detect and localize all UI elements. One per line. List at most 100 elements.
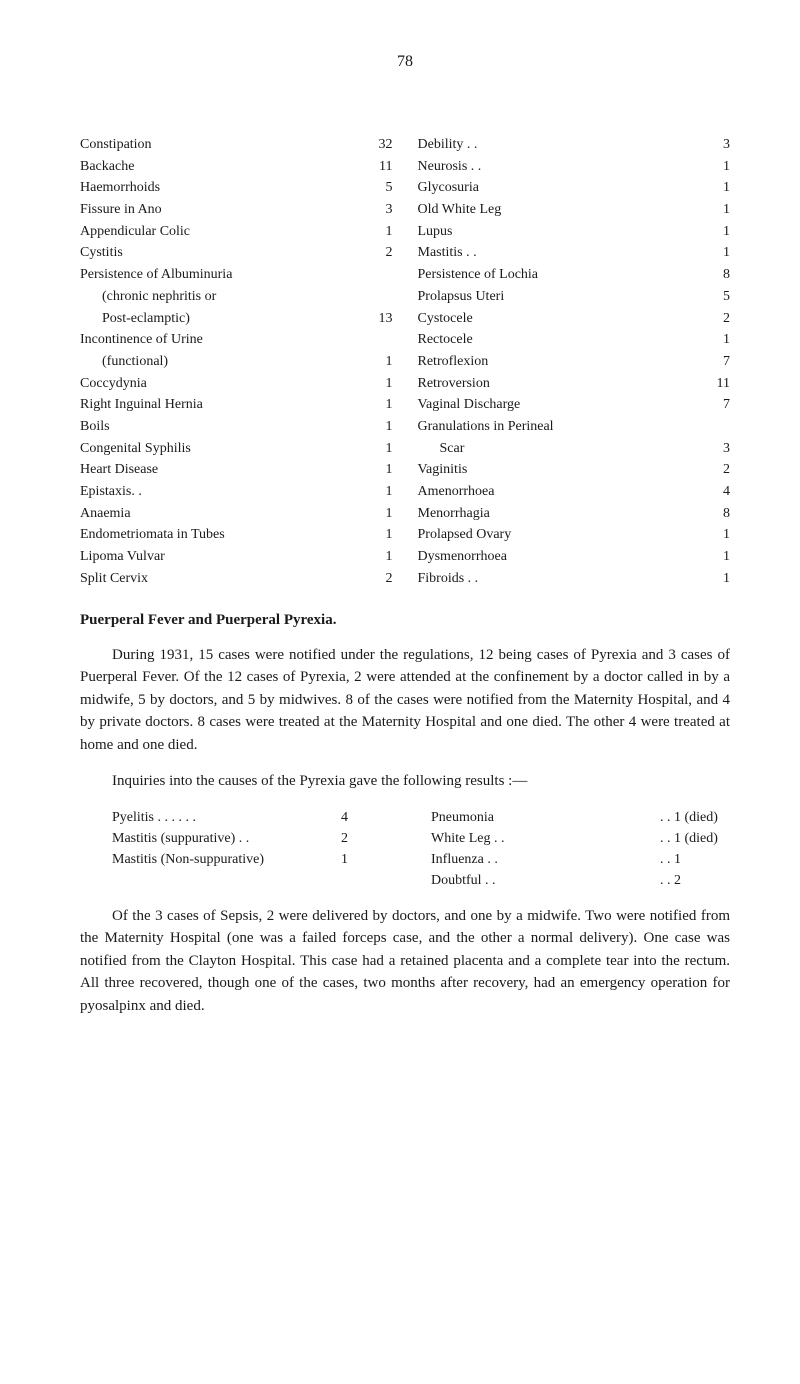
inquiry-item-value: . . 1 (died)	[660, 828, 730, 849]
inquiry-item-label: White Leg . .	[431, 828, 660, 849]
list-item: Cystocele2	[418, 308, 731, 330]
list-item: Endometriomata in Tubes1	[80, 524, 393, 546]
list-item-label: Vaginitis	[418, 459, 711, 481]
list-item: Amenorrhoea4	[418, 481, 731, 503]
list-item: Fibroids . .1	[418, 568, 731, 590]
list-item: Fissure in Ano3	[80, 199, 393, 221]
inquiry-item: Pyelitis . . . . . .4	[112, 807, 411, 828]
list-item-value: 1	[710, 199, 730, 221]
list-item-label: Prolapsus Uteri	[418, 286, 711, 308]
right-column: Debility . .3Neurosis . .1Glycosuria1Old…	[418, 134, 731, 589]
inquiry-item-label: Pyelitis . . . . . .	[112, 807, 341, 828]
list-item: Prolapsus Uteri5	[418, 286, 731, 308]
list-item: Heart Disease1	[80, 459, 393, 481]
list-item: Persistence of Lochia8	[418, 264, 731, 286]
list-item: Rectocele1	[418, 329, 731, 351]
list-item-label: (functional)	[80, 351, 373, 373]
list-item-value: 1	[710, 524, 730, 546]
list-item: Menorrhagia8	[418, 503, 731, 525]
list-item-label: Post-eclamptic)	[80, 308, 373, 330]
list-item-value: 1	[710, 242, 730, 264]
list-item-value: 1	[373, 503, 393, 525]
list-item: Scar3	[418, 438, 731, 460]
list-item-value: 1	[373, 416, 393, 438]
list-item-value: 32	[373, 134, 393, 156]
list-item-label: Heart Disease	[80, 459, 373, 481]
paragraph-2: Inquiries into the causes of the Pyrexia…	[80, 770, 730, 793]
list-item-label: Lupus	[418, 221, 711, 243]
list-item: Old White Leg1	[418, 199, 731, 221]
inquiry-item-value: . . 1 (died)	[660, 807, 730, 828]
list-item-value: 7	[710, 394, 730, 416]
list-item-label: (chronic nephritis or	[80, 286, 393, 308]
list-item-value: 2	[373, 242, 393, 264]
condition-list: Constipation32Backache11Haemorrhoids5Fis…	[80, 134, 730, 589]
list-item-label: Neurosis . .	[418, 156, 711, 178]
list-item-label: Scar	[418, 438, 711, 460]
list-item-label: Backache	[80, 156, 373, 178]
list-item-label: Retroversion	[418, 373, 711, 395]
list-item-value: 1	[710, 156, 730, 178]
inquiry-left: Pyelitis . . . . . .4Mastitis (suppurati…	[112, 807, 411, 891]
list-item-value: 1	[373, 481, 393, 503]
list-item: Incontinence of Urine	[80, 329, 393, 351]
list-item-label: Vaginal Discharge	[418, 394, 711, 416]
list-item-label: Fissure in Ano	[80, 199, 373, 221]
list-item-label: Split Cervix	[80, 568, 373, 590]
inquiry-item-label: Pneumonia	[431, 807, 660, 828]
section-title: Puerperal Fever and Puerperal Pyrexia.	[80, 609, 730, 632]
list-item: Retroflexion7	[418, 351, 731, 373]
list-item: Neurosis . .1	[418, 156, 731, 178]
inquiry-item: White Leg . .. . 1 (died)	[431, 828, 730, 849]
list-item-label: Appendicular Colic	[80, 221, 373, 243]
list-item-value: 1	[710, 329, 730, 351]
inquiry-item: Mastitis (suppurative) . .2	[112, 828, 411, 849]
list-item-label: Coccydynia	[80, 373, 373, 395]
list-item: Retroversion11	[418, 373, 731, 395]
list-item-value: 1	[710, 546, 730, 568]
list-item-value: 5	[373, 177, 393, 199]
inquiry-item-label: Mastitis (suppurative) . .	[112, 828, 341, 849]
list-item-value: 1	[373, 221, 393, 243]
list-item-label: Prolapsed Ovary	[418, 524, 711, 546]
list-item-label: Haemorrhoids	[80, 177, 373, 199]
list-item-value: 1	[373, 351, 393, 373]
list-item: Backache11	[80, 156, 393, 178]
list-item-value: 1	[373, 394, 393, 416]
list-item-label: Constipation	[80, 134, 373, 156]
list-item: Epistaxis. .1	[80, 481, 393, 503]
list-item: (functional)1	[80, 351, 393, 373]
list-item-value: 1	[373, 459, 393, 481]
list-item: Vaginitis2	[418, 459, 731, 481]
list-item-label: Endometriomata in Tubes	[80, 524, 373, 546]
list-item-label: Fibroids . .	[418, 568, 711, 590]
inquiry-item: Doubtful . .. . 2	[431, 870, 730, 891]
list-item-label: Cystocele	[418, 308, 711, 330]
list-item-value: 2	[373, 568, 393, 590]
list-item-value: 3	[710, 438, 730, 460]
inquiry-item-value: 4	[341, 807, 411, 828]
paragraph-3: Of the 3 cases of Sepsis, 2 were deliver…	[80, 905, 730, 1018]
list-item-value: 2	[710, 459, 730, 481]
list-item-value: 1	[710, 177, 730, 199]
list-item-label: Retroflexion	[418, 351, 711, 373]
list-item: Coccydynia1	[80, 373, 393, 395]
list-item: Vaginal Discharge7	[418, 394, 731, 416]
list-item: Prolapsed Ovary1	[418, 524, 731, 546]
list-item: Right Inguinal Hernia1	[80, 394, 393, 416]
paragraph-1: During 1931, 15 cases were notified unde…	[80, 644, 730, 757]
inquiry-list: Pyelitis . . . . . .4Mastitis (suppurati…	[80, 807, 730, 891]
inquiry-item-value: 2	[341, 828, 411, 849]
inquiry-item-label: Influenza . .	[431, 849, 660, 870]
left-column: Constipation32Backache11Haemorrhoids5Fis…	[80, 134, 393, 589]
list-item-label: Cystitis	[80, 242, 373, 264]
list-item: Debility . .3	[418, 134, 731, 156]
list-item: Split Cervix2	[80, 568, 393, 590]
list-item: Anaemia1	[80, 503, 393, 525]
list-item-label: Old White Leg	[418, 199, 711, 221]
list-item-value: 3	[710, 134, 730, 156]
list-item-value: 11	[710, 373, 730, 395]
list-item: Lupus1	[418, 221, 731, 243]
list-item-label: Persistence of Lochia	[418, 264, 711, 286]
list-item-label: Anaemia	[80, 503, 373, 525]
